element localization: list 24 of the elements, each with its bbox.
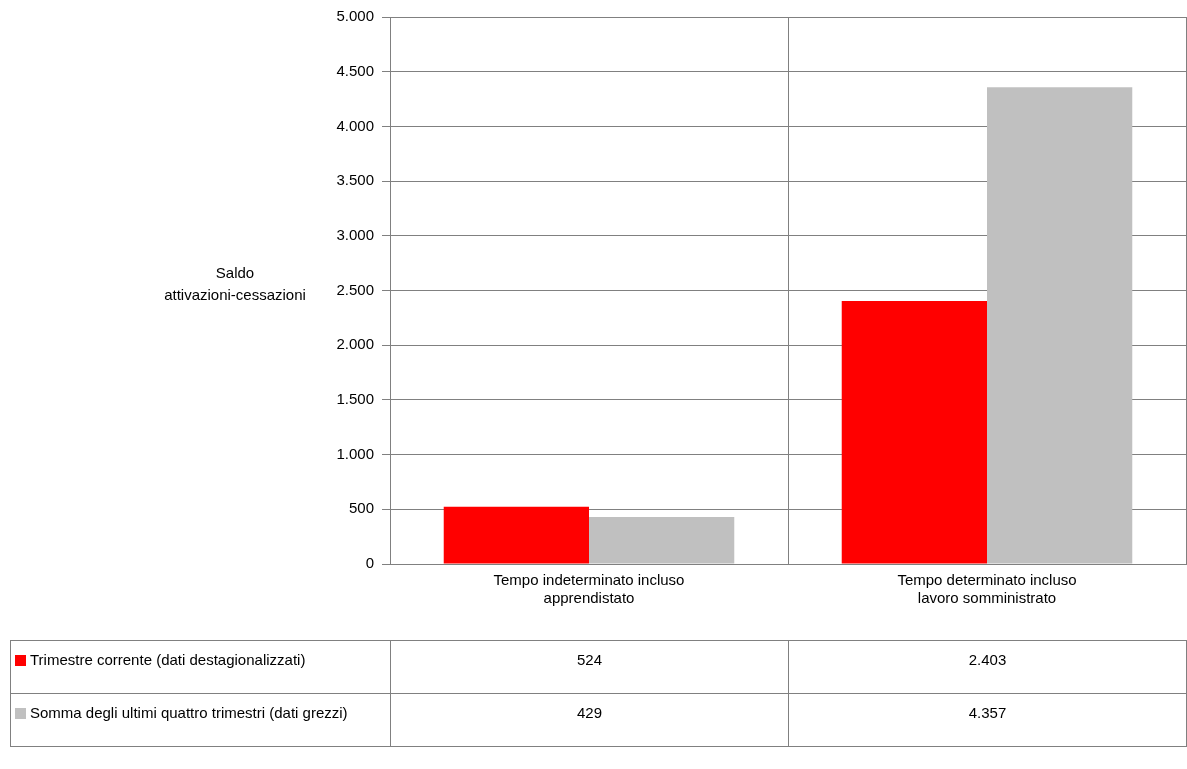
bar — [841, 301, 987, 564]
bar — [987, 87, 1133, 564]
bar — [589, 517, 735, 564]
y-tick-label: 500 — [348, 499, 374, 517]
legend-label: Somma degli ultimi quattro trimestri (dati grezzi) — [10, 693, 391, 747]
x-tick-label: Tempo indeterminato incluso apprendistato — [493, 571, 685, 607]
y-tick-label: 1.000 — [336, 444, 374, 462]
y-tick-label: 4.000 — [336, 116, 374, 134]
y-tick-label: 1.500 — [336, 390, 374, 408]
y-tick-label: 3.500 — [336, 171, 374, 189]
y-tick-label: 0 — [365, 554, 374, 572]
y-tick-label: 2.000 — [336, 335, 374, 353]
data-label: 524 — [390, 640, 789, 694]
legend-label: Trimestre corrente (dati destagionalizzati) — [10, 640, 391, 694]
y-axis-title: Saldo attivazioni-cessazioni — [163, 263, 307, 305]
data-label: 2.403 — [788, 640, 1187, 694]
y-tick-label: 4.500 — [336, 61, 374, 79]
x-tick-label: Tempo determinato incluso lavoro somministrato — [897, 571, 1077, 607]
y-tick-label: 2.500 — [336, 280, 374, 298]
y-tick-label: 3.000 — [336, 225, 374, 243]
y-tick-label: 5.000 — [336, 7, 374, 25]
bar — [443, 506, 589, 564]
data-label: 4.357 — [788, 693, 1187, 747]
data-label: 429 — [390, 693, 789, 747]
